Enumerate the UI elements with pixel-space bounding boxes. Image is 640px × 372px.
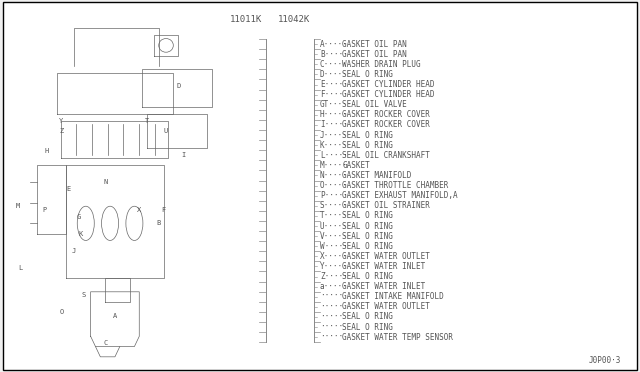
Text: SEAL OIL CRANKSHAFT: SEAL OIL CRANKSHAFT [342,151,430,160]
Text: E·····: E····· [320,80,348,89]
Text: GASKET OIL STRAINER: GASKET OIL STRAINER [342,201,430,210]
Text: SEAL O RING: SEAL O RING [342,312,393,321]
Text: P: P [42,207,47,213]
Text: T·····: T····· [320,211,348,221]
Text: N·····: N····· [320,171,348,180]
Text: N: N [103,179,108,185]
Text: Z·····: Z····· [320,272,348,281]
Text: GASKET WATER INLET: GASKET WATER INLET [342,282,426,291]
Text: A·····: A····· [320,39,348,49]
Text: GASKET OIL PAN: GASKET OIL PAN [342,39,407,49]
Text: J0P00·3: J0P00·3 [588,356,621,365]
Text: GASKET EXHAUST MANIFOLD,A: GASKET EXHAUST MANIFOLD,A [342,191,458,200]
Text: G: G [76,214,81,219]
Text: F·····: F····· [320,90,348,99]
Text: W·····: W····· [320,242,348,251]
Text: 11011K: 11011K [230,15,262,24]
Text: GASKET WATER OUTLET: GASKET WATER OUTLET [342,302,430,311]
Text: Y: Y [60,118,63,124]
Text: ·····: ····· [320,312,343,321]
Text: J·····: J····· [320,131,348,140]
Text: Z: Z [60,128,63,134]
Text: M·····: M····· [320,161,348,170]
Text: GASKET WATER INLET: GASKET WATER INLET [342,262,426,271]
Text: L·····: L····· [320,151,348,160]
Text: SEAL O RING: SEAL O RING [342,211,393,221]
Text: H: H [45,148,49,154]
Text: GASKET WATER TEMP SENSOR: GASKET WATER TEMP SENSOR [342,333,453,342]
Text: ·····: ····· [320,292,343,301]
Text: SEAL O RING: SEAL O RING [342,131,393,140]
Text: C·····: C····· [320,60,348,69]
Text: E: E [67,186,71,192]
Text: a·····: a····· [320,282,348,291]
Text: SEAL O RING: SEAL O RING [342,221,393,231]
Text: U·····: U····· [320,221,348,231]
Text: SEAL O RING: SEAL O RING [342,242,393,251]
Text: GASKET CYLINDER HEAD: GASKET CYLINDER HEAD [342,80,435,89]
Text: B: B [157,220,161,226]
Text: U: U [164,128,168,134]
Text: F: F [161,207,166,213]
Text: GASKET ROCKER COVER: GASKET ROCKER COVER [342,121,430,129]
Text: ·····: ····· [320,302,343,311]
Text: P·····: P····· [320,191,348,200]
Text: K·····: K····· [320,141,348,150]
Text: V·····: V····· [320,232,348,241]
FancyBboxPatch shape [3,2,637,370]
Text: X·····: X····· [320,252,348,261]
Text: ·····: ····· [320,333,343,342]
Text: GASKET ROCKER COVER: GASKET ROCKER COVER [342,110,430,119]
Text: D: D [176,83,180,89]
Text: GASKET THROTTLE CHAMBER: GASKET THROTTLE CHAMBER [342,181,449,190]
Text: SEAL O RING: SEAL O RING [342,70,393,79]
Text: GASKET OIL PAN: GASKET OIL PAN [342,50,407,59]
Text: GASKET CYLINDER HEAD: GASKET CYLINDER HEAD [342,90,435,99]
Text: S·····: S····· [320,201,348,210]
Text: SEAL O RING: SEAL O RING [342,141,393,150]
Text: S: S [81,292,86,298]
Text: T: T [145,118,148,124]
Text: GT·····: GT····· [320,100,353,109]
Text: SEAL O RING: SEAL O RING [342,232,393,241]
Text: 11042K: 11042K [278,15,310,24]
Text: SEAL O RING: SEAL O RING [342,323,393,331]
Text: O: O [60,310,63,315]
Text: C: C [103,340,108,346]
Text: WASHER DRAIN PLUG: WASHER DRAIN PLUG [342,60,421,69]
Text: I: I [181,152,185,158]
Text: J: J [72,248,76,254]
Text: ·····: ····· [320,323,343,331]
Text: D·····: D····· [320,70,348,79]
Text: GASKET: GASKET [342,161,370,170]
Text: X: X [137,207,141,213]
Text: H·····: H····· [320,110,348,119]
Text: I·····: I····· [320,121,348,129]
Text: B·····: B····· [320,50,348,59]
Text: SEAL OIL VALVE: SEAL OIL VALVE [342,100,407,109]
Text: K: K [79,231,83,237]
Text: L: L [18,265,22,271]
Text: Y·····: Y····· [320,262,348,271]
Text: O·····: O····· [320,181,348,190]
Text: A: A [113,313,117,319]
Text: GASKET WATER OUTLET: GASKET WATER OUTLET [342,252,430,261]
Text: SEAL O RING: SEAL O RING [342,272,393,281]
Text: GASKET MANIFOLD: GASKET MANIFOLD [342,171,412,180]
Text: M: M [15,203,20,209]
Text: GASKET INTAKE MANIFOLD: GASKET INTAKE MANIFOLD [342,292,444,301]
